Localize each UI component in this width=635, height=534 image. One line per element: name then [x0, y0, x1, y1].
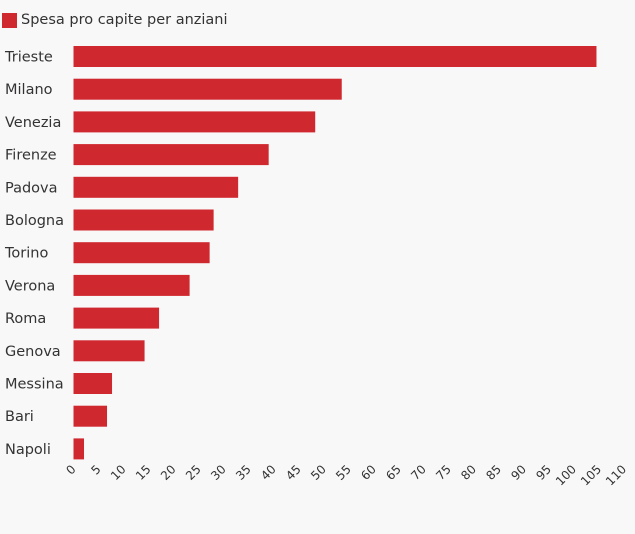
bar: [73, 209, 214, 231]
category-label: Trieste: [4, 50, 53, 66]
bar: [73, 176, 239, 198]
x-tick-label: 100: [553, 462, 579, 488]
category-label: Padova: [5, 180, 58, 196]
bar: [73, 46, 597, 67]
category-label: Messina: [5, 377, 64, 393]
category-label: Torino: [4, 246, 48, 262]
legend: Spesa pro capite per anziani: [2, 12, 228, 28]
x-tick-label: 25: [183, 462, 204, 483]
x-tick-label: 15: [133, 462, 154, 483]
category-label: Milano: [5, 82, 53, 98]
category-label: Roma: [5, 311, 46, 327]
x-tick-label: 10: [108, 462, 129, 483]
x-tick-label: 75: [433, 462, 454, 483]
bar: [73, 307, 160, 329]
bar: [73, 340, 145, 362]
x-tick-label: 85: [483, 462, 504, 483]
category-label: Bologna: [5, 213, 64, 229]
x-tick-label: 105: [578, 462, 604, 488]
x-tick-label: 90: [508, 462, 529, 483]
x-tick-label: 40: [258, 462, 279, 483]
bar: [73, 438, 85, 460]
bar: [73, 78, 342, 100]
category-label: Napoli: [5, 442, 51, 458]
category-label: Venezia: [5, 115, 61, 131]
bar: [73, 373, 113, 394]
x-tick-label: 80: [458, 462, 479, 483]
x-tick-label: 95: [533, 462, 554, 483]
x-tick-label: 35: [233, 462, 254, 483]
legend-label: Spesa pro capite per anziani: [21, 12, 228, 28]
x-tick-label: 70: [408, 462, 429, 483]
x-tick-label: 110: [603, 462, 629, 488]
bar: [73, 274, 190, 296]
bar: [73, 405, 108, 427]
bar: [73, 111, 316, 133]
x-tick-label: 55: [333, 462, 354, 483]
category-label: Bari: [5, 409, 34, 425]
bar: [73, 242, 210, 264]
bar: [73, 144, 269, 166]
category-label: Verona: [5, 278, 55, 294]
category-label: Firenze: [5, 148, 57, 164]
x-tick-label: 30: [208, 462, 229, 483]
category-label: Genova: [5, 344, 61, 360]
x-tick-label: 65: [383, 462, 404, 483]
x-tick-label: 0: [63, 462, 78, 477]
x-tick-label: 20: [158, 462, 179, 483]
x-tick-label: 5: [88, 462, 103, 477]
x-tick-label: 60: [358, 462, 379, 483]
x-tick-label: 50: [308, 462, 329, 483]
x-tick-label: 45: [283, 462, 304, 483]
legend-swatch: [2, 12, 17, 28]
